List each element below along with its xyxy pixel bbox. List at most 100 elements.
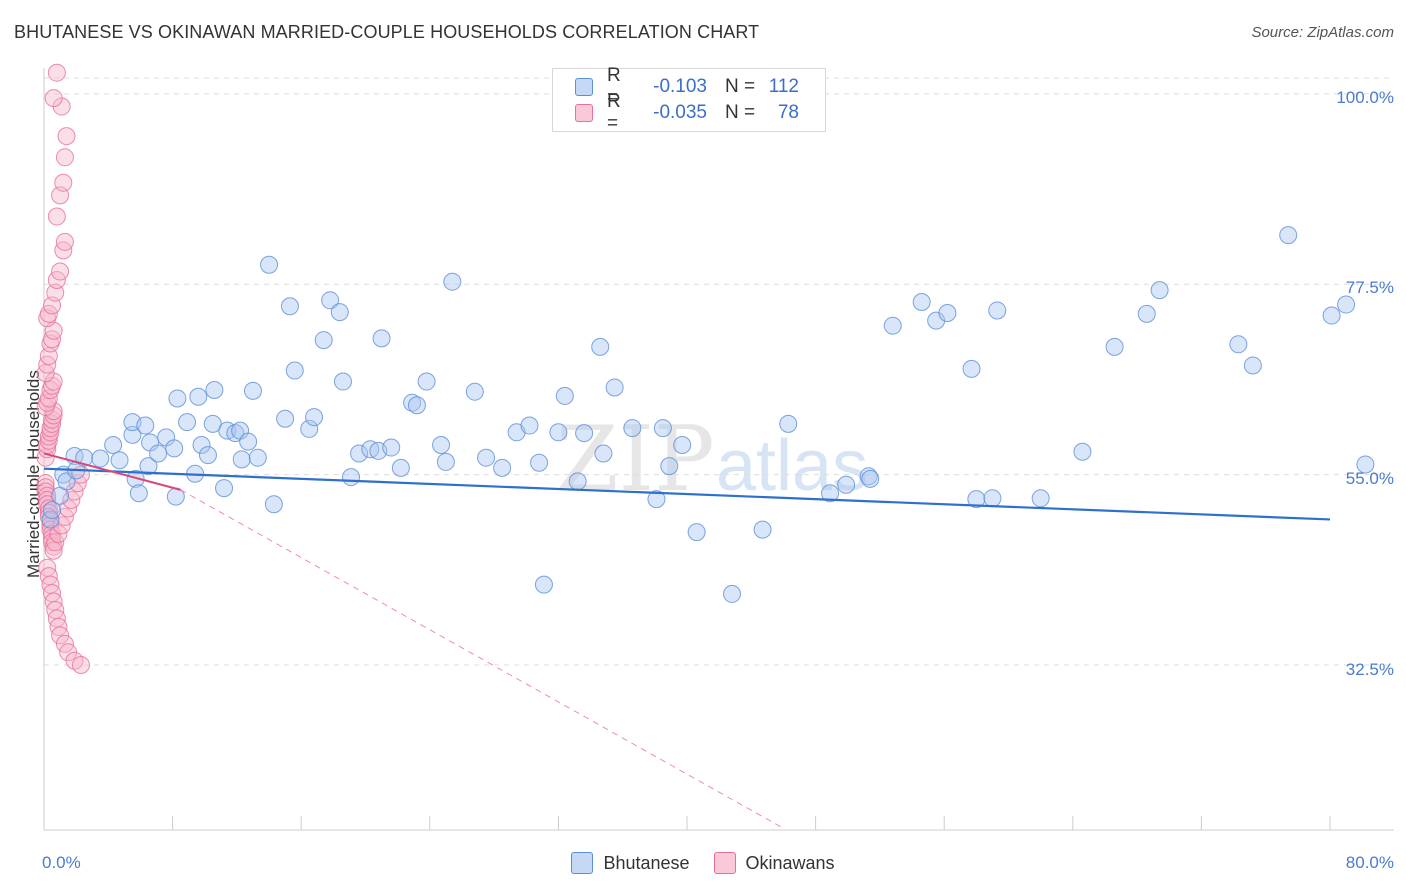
data-point xyxy=(330,303,349,322)
x-tick-label: 0.0% xyxy=(42,853,81,872)
data-point xyxy=(1137,304,1156,323)
data-point xyxy=(1105,337,1124,356)
data-point xyxy=(465,382,484,401)
data-point xyxy=(962,359,981,378)
data-point xyxy=(305,408,324,427)
legend-r-value: -0.035 xyxy=(653,102,707,123)
data-point xyxy=(54,173,73,192)
data-point xyxy=(1337,295,1356,314)
legend-row-okinawans: R = -0.035 N = 78 xyxy=(575,91,799,134)
y-tick-label: 55.0% xyxy=(1345,469,1394,488)
data-point xyxy=(967,490,986,509)
y-tick-label: 100.0% xyxy=(1336,88,1394,107)
data-point xyxy=(407,396,426,415)
data-point xyxy=(333,372,352,391)
data-point xyxy=(1356,455,1375,474)
data-point xyxy=(300,419,319,438)
data-point xyxy=(555,386,574,405)
data-point xyxy=(723,584,742,603)
data-point xyxy=(477,448,496,467)
data-point xyxy=(260,255,279,274)
data-point xyxy=(568,472,587,491)
data-point xyxy=(1150,281,1169,300)
data-point xyxy=(443,272,462,291)
data-point xyxy=(342,468,361,487)
data-point xyxy=(549,423,568,442)
legend-row-bhutanese: R = -0.103 N = 112 xyxy=(575,65,799,108)
y-tick-label: 77.5% xyxy=(1345,278,1394,297)
data-point xyxy=(534,575,553,594)
data-point xyxy=(285,361,304,380)
stats-legend: R = -0.103 N = 112 R = -0.035 N = 78 xyxy=(552,65,826,134)
data-point xyxy=(110,451,129,470)
data-point xyxy=(280,297,299,316)
blue-swatch-icon xyxy=(575,78,593,96)
legend-n-value: 78 xyxy=(777,102,799,123)
data-point xyxy=(403,393,422,412)
data-point xyxy=(47,207,66,226)
data-point xyxy=(47,63,66,82)
data-point xyxy=(653,419,672,438)
legend-item-bhutanese[interactable]: Bhutanese xyxy=(571,852,690,874)
data-point xyxy=(493,458,512,477)
series-legend: Bhutanese Okinawans xyxy=(0,852,1406,874)
data-point xyxy=(314,331,333,350)
data-point xyxy=(104,436,123,454)
data-point xyxy=(123,425,142,444)
data-point xyxy=(51,262,70,281)
data-point xyxy=(75,448,94,467)
data-point xyxy=(983,489,1002,508)
data-point xyxy=(55,148,74,167)
data-point xyxy=(861,469,880,488)
data-point xyxy=(591,337,610,356)
data-point xyxy=(189,387,208,406)
data-point xyxy=(436,452,455,471)
pink-swatch-icon xyxy=(575,104,593,122)
data-point xyxy=(660,457,679,476)
data-point xyxy=(43,501,62,520)
data-point xyxy=(205,381,224,399)
data-point xyxy=(139,457,158,476)
data-point xyxy=(1322,306,1341,325)
trend-line-okinawans xyxy=(43,452,181,491)
trend-line-okinawans-dashed xyxy=(180,489,784,829)
watermark: atlas xyxy=(716,426,868,506)
data-point xyxy=(837,475,856,494)
data-point xyxy=(192,436,211,454)
data-point xyxy=(51,626,70,645)
data-point xyxy=(149,444,168,463)
data-point xyxy=(203,414,222,433)
legend-label: Bhutanese xyxy=(603,852,690,873)
data-point xyxy=(687,523,706,542)
x-tick-label: 80.0% xyxy=(1345,853,1394,872)
data-point xyxy=(248,448,267,467)
data-point xyxy=(168,389,187,408)
trend-line-bhutanese xyxy=(43,467,1331,521)
data-point xyxy=(530,453,549,472)
data-point xyxy=(215,479,234,498)
data-point xyxy=(1031,489,1050,508)
data-point xyxy=(821,484,840,503)
data-point xyxy=(1243,356,1262,375)
legend-item-okinawans[interactable]: Okinawans xyxy=(713,852,835,874)
data-point xyxy=(779,414,798,433)
data-point xyxy=(372,329,391,348)
data-point xyxy=(647,490,666,509)
blue-swatch-icon xyxy=(571,852,594,874)
legend-n-label: N = xyxy=(725,76,756,97)
data-point xyxy=(605,378,624,397)
data-point xyxy=(41,510,60,529)
data-point xyxy=(1229,335,1248,354)
data-point xyxy=(226,424,245,443)
data-point xyxy=(520,416,539,435)
chart-title: BHUTANESE VS OKINAWAN MARRIED-COUPLE HOU… xyxy=(14,22,760,42)
legend-label: Okinawans xyxy=(745,852,835,873)
data-point xyxy=(165,439,184,458)
data-point xyxy=(57,127,76,146)
data-point xyxy=(575,424,594,443)
data-point xyxy=(623,419,642,438)
data-point xyxy=(432,436,451,454)
data-point xyxy=(198,446,217,465)
data-point xyxy=(55,232,74,251)
data-point xyxy=(1279,226,1298,245)
